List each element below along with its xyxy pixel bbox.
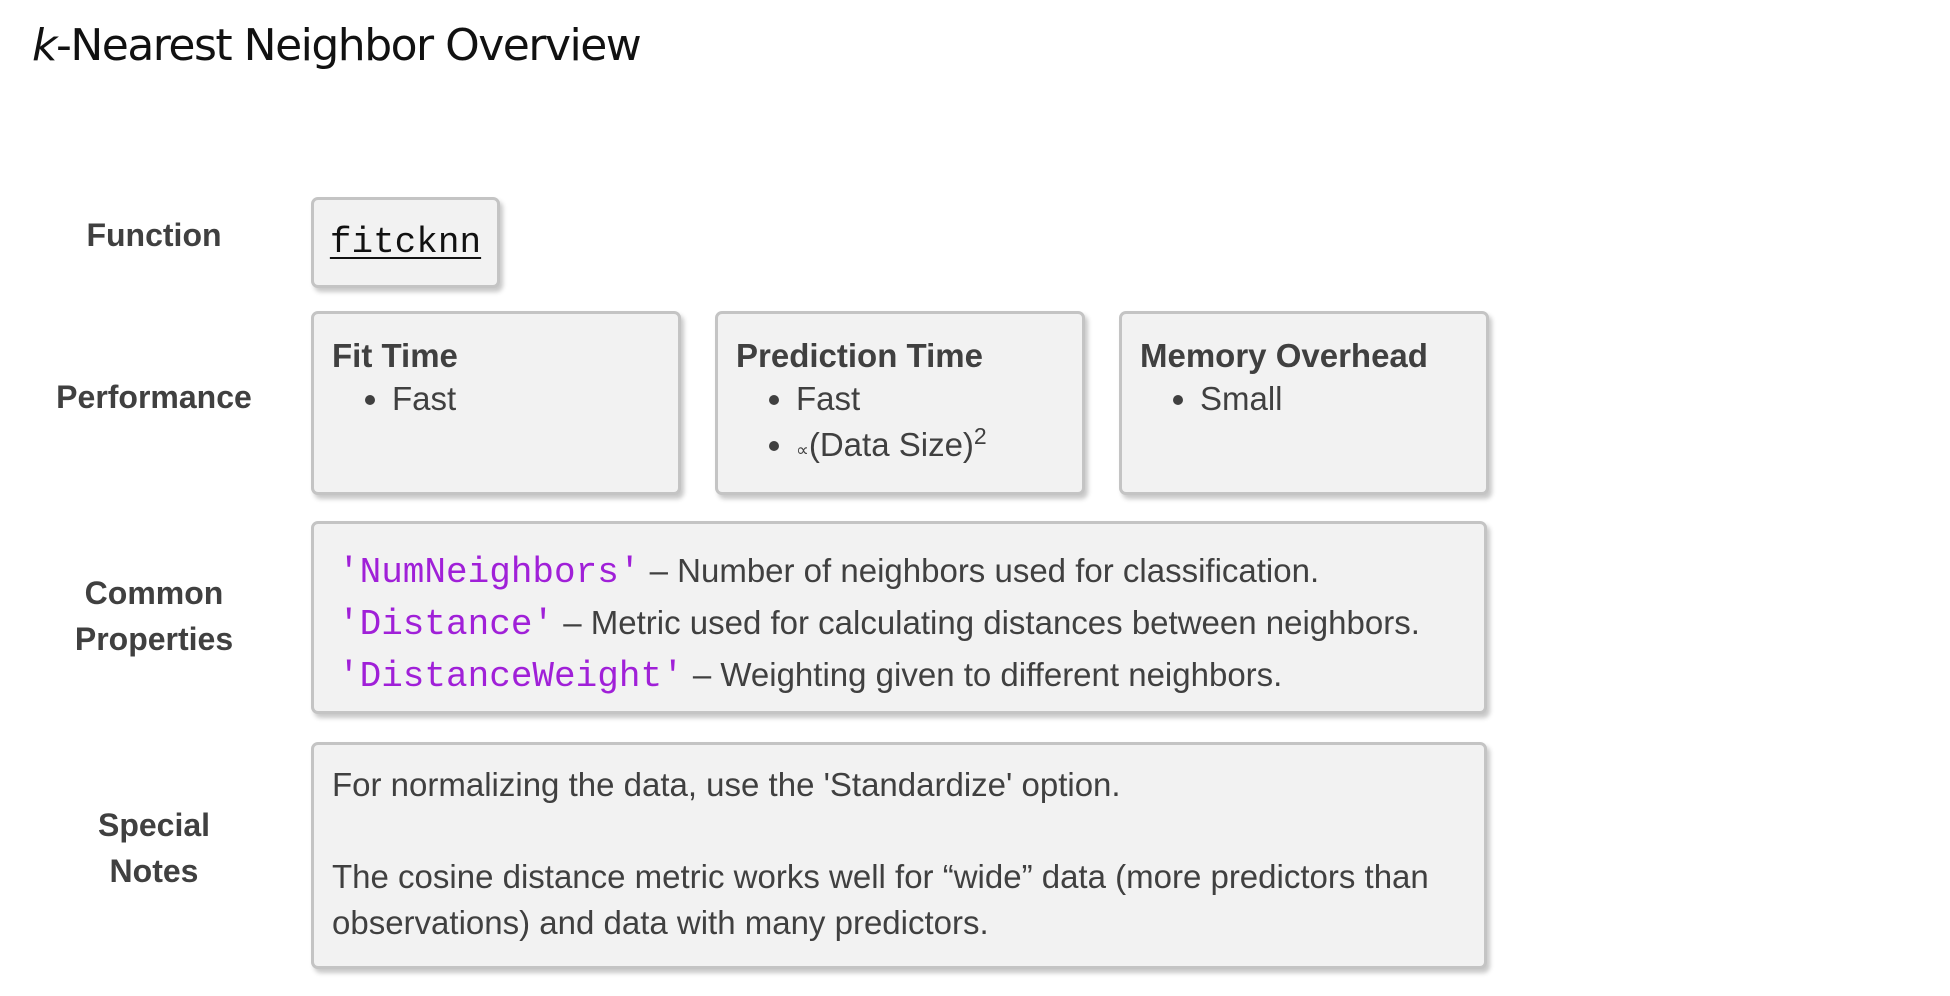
notes-label-line2: Notes — [109, 853, 199, 889]
properties-label-line1: Common — [84, 575, 224, 611]
memory-overhead-list: Small — [1140, 376, 1486, 422]
prediction-time-scaling: ∝(Data Size)2 — [796, 422, 1082, 473]
page-title-text: -Nearest Neighbor Overview — [55, 20, 642, 71]
function-label: Function — [86, 217, 222, 253]
page-title: k-Nearest Neighbor Overview — [32, 20, 642, 71]
memory-overhead-bullet: Small — [1200, 376, 1486, 422]
fit-time-heading: Fit Time — [332, 337, 458, 374]
properties-label-line2: Properties — [74, 621, 234, 657]
property-description: – Number of neighbors used for classific… — [640, 552, 1320, 589]
property-line: 'NumNeighbors' – Number of neighbors use… — [338, 546, 1484, 598]
property-line: 'Distance' – Metric used for calculating… — [338, 598, 1484, 650]
page-title-k: k — [32, 20, 57, 71]
property-name: 'NumNeighbors' — [338, 552, 641, 593]
proportional-symbol: ∝ — [796, 440, 809, 460]
performance-label: Performance — [56, 379, 252, 415]
note-paragraph: The cosine distance metric works well fo… — [332, 858, 1429, 941]
property-description: – Weighting given to different neighbors… — [683, 656, 1283, 693]
property-name: 'DistanceWeight' — [338, 656, 684, 697]
notes-label-line1: Special — [97, 807, 211, 843]
prediction-time-heading: Prediction Time — [736, 337, 983, 374]
function-box: fitcknn — [311, 197, 500, 288]
property-description: – Metric used for calculating distances … — [554, 604, 1420, 641]
performance-row-label: Performance — [32, 374, 276, 420]
notes-row-label: Special Notes — [32, 802, 276, 894]
proportional-text: (Data Size) — [808, 426, 974, 463]
properties-box: 'NumNeighbors' – Number of neighbors use… — [311, 521, 1487, 714]
prediction-time-list: Fast ∝(Data Size)2 — [736, 376, 1082, 473]
note-paragraph: For normalizing the data, use the 'Stand… — [332, 766, 1121, 803]
function-link[interactable]: fitcknn — [329, 222, 482, 263]
proportional-exponent: 2 — [973, 423, 987, 449]
properties-row-label: Common Properties — [32, 570, 276, 662]
function-row-label: Function — [32, 212, 276, 258]
property-name: 'Distance' — [338, 604, 555, 645]
prediction-time-bullet: Fast — [796, 376, 1082, 422]
memory-overhead-heading: Memory Overhead — [1140, 337, 1428, 374]
prediction-time-card: Prediction Time Fast ∝(Data Size)2 — [715, 311, 1085, 495]
fit-time-card: Fit Time Fast — [311, 311, 681, 495]
notes-box: For normalizing the data, use the 'Stand… — [311, 742, 1487, 969]
fit-time-bullet: Fast — [392, 376, 678, 422]
property-line: 'DistanceWeight' – Weighting given to di… — [338, 650, 1484, 702]
fit-time-list: Fast — [332, 376, 678, 422]
memory-overhead-card: Memory Overhead Small — [1119, 311, 1489, 495]
